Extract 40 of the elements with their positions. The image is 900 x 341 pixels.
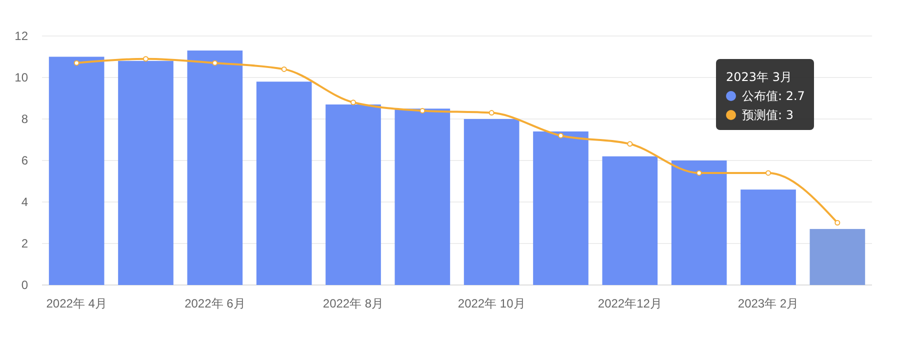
point <box>142 56 149 62</box>
point <box>74 60 80 66</box>
annotation: 预测值: 3 <box>742 108 794 122</box>
point <box>212 60 218 66</box>
bar <box>187 50 243 285</box>
point <box>834 220 840 226</box>
bar <box>256 82 312 285</box>
bar <box>464 119 520 285</box>
point <box>281 66 287 72</box>
point <box>558 132 564 138</box>
y-tick-label: 8 <box>21 112 28 126</box>
point <box>765 170 772 176</box>
bar <box>740 190 796 285</box>
bar <box>810 228 866 285</box>
y-tick-label: 2 <box>21 236 28 250</box>
y-tick-label: 0 <box>21 278 28 292</box>
x-tick-label: 2022年12月 <box>598 296 662 311</box>
annotation: 2023年 3月 <box>726 70 792 84</box>
x-tick-label: 2023年 2月 <box>738 296 799 311</box>
point <box>488 110 494 116</box>
x-tick-label: 2022年 8月 <box>322 296 384 311</box>
y-tick-label: 10 <box>14 70 28 84</box>
y-tick-label: 12 <box>14 28 28 43</box>
bar <box>48 56 104 285</box>
point <box>627 141 633 147</box>
y-tick-label: 4 <box>21 194 28 209</box>
bar <box>533 131 588 285</box>
x-tick-label: 2022年 6月 <box>184 296 246 311</box>
point <box>420 108 426 114</box>
bar <box>671 160 727 285</box>
point <box>696 170 702 176</box>
point <box>350 100 356 106</box>
bar <box>118 60 174 285</box>
x-tick-label: 2022年 4月 <box>46 296 107 311</box>
bar <box>602 156 658 285</box>
bar <box>394 108 450 285</box>
bar <box>326 104 381 285</box>
annotation: 公布值: 2.7 <box>742 89 805 103</box>
y-tick-label: 6 <box>21 153 28 168</box>
x-tick-label: 2022年 10月 <box>458 296 526 311</box>
